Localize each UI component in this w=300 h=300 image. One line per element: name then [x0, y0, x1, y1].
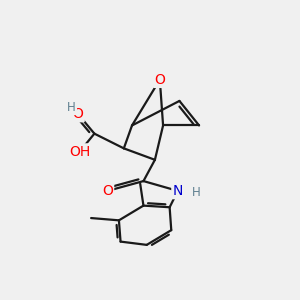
Text: H: H [191, 186, 200, 199]
Text: O: O [154, 73, 165, 87]
Text: O: O [102, 184, 113, 198]
Text: O: O [73, 107, 83, 121]
Text: OH: OH [69, 145, 90, 159]
Text: N: N [172, 184, 183, 198]
Text: H: H [67, 101, 76, 114]
